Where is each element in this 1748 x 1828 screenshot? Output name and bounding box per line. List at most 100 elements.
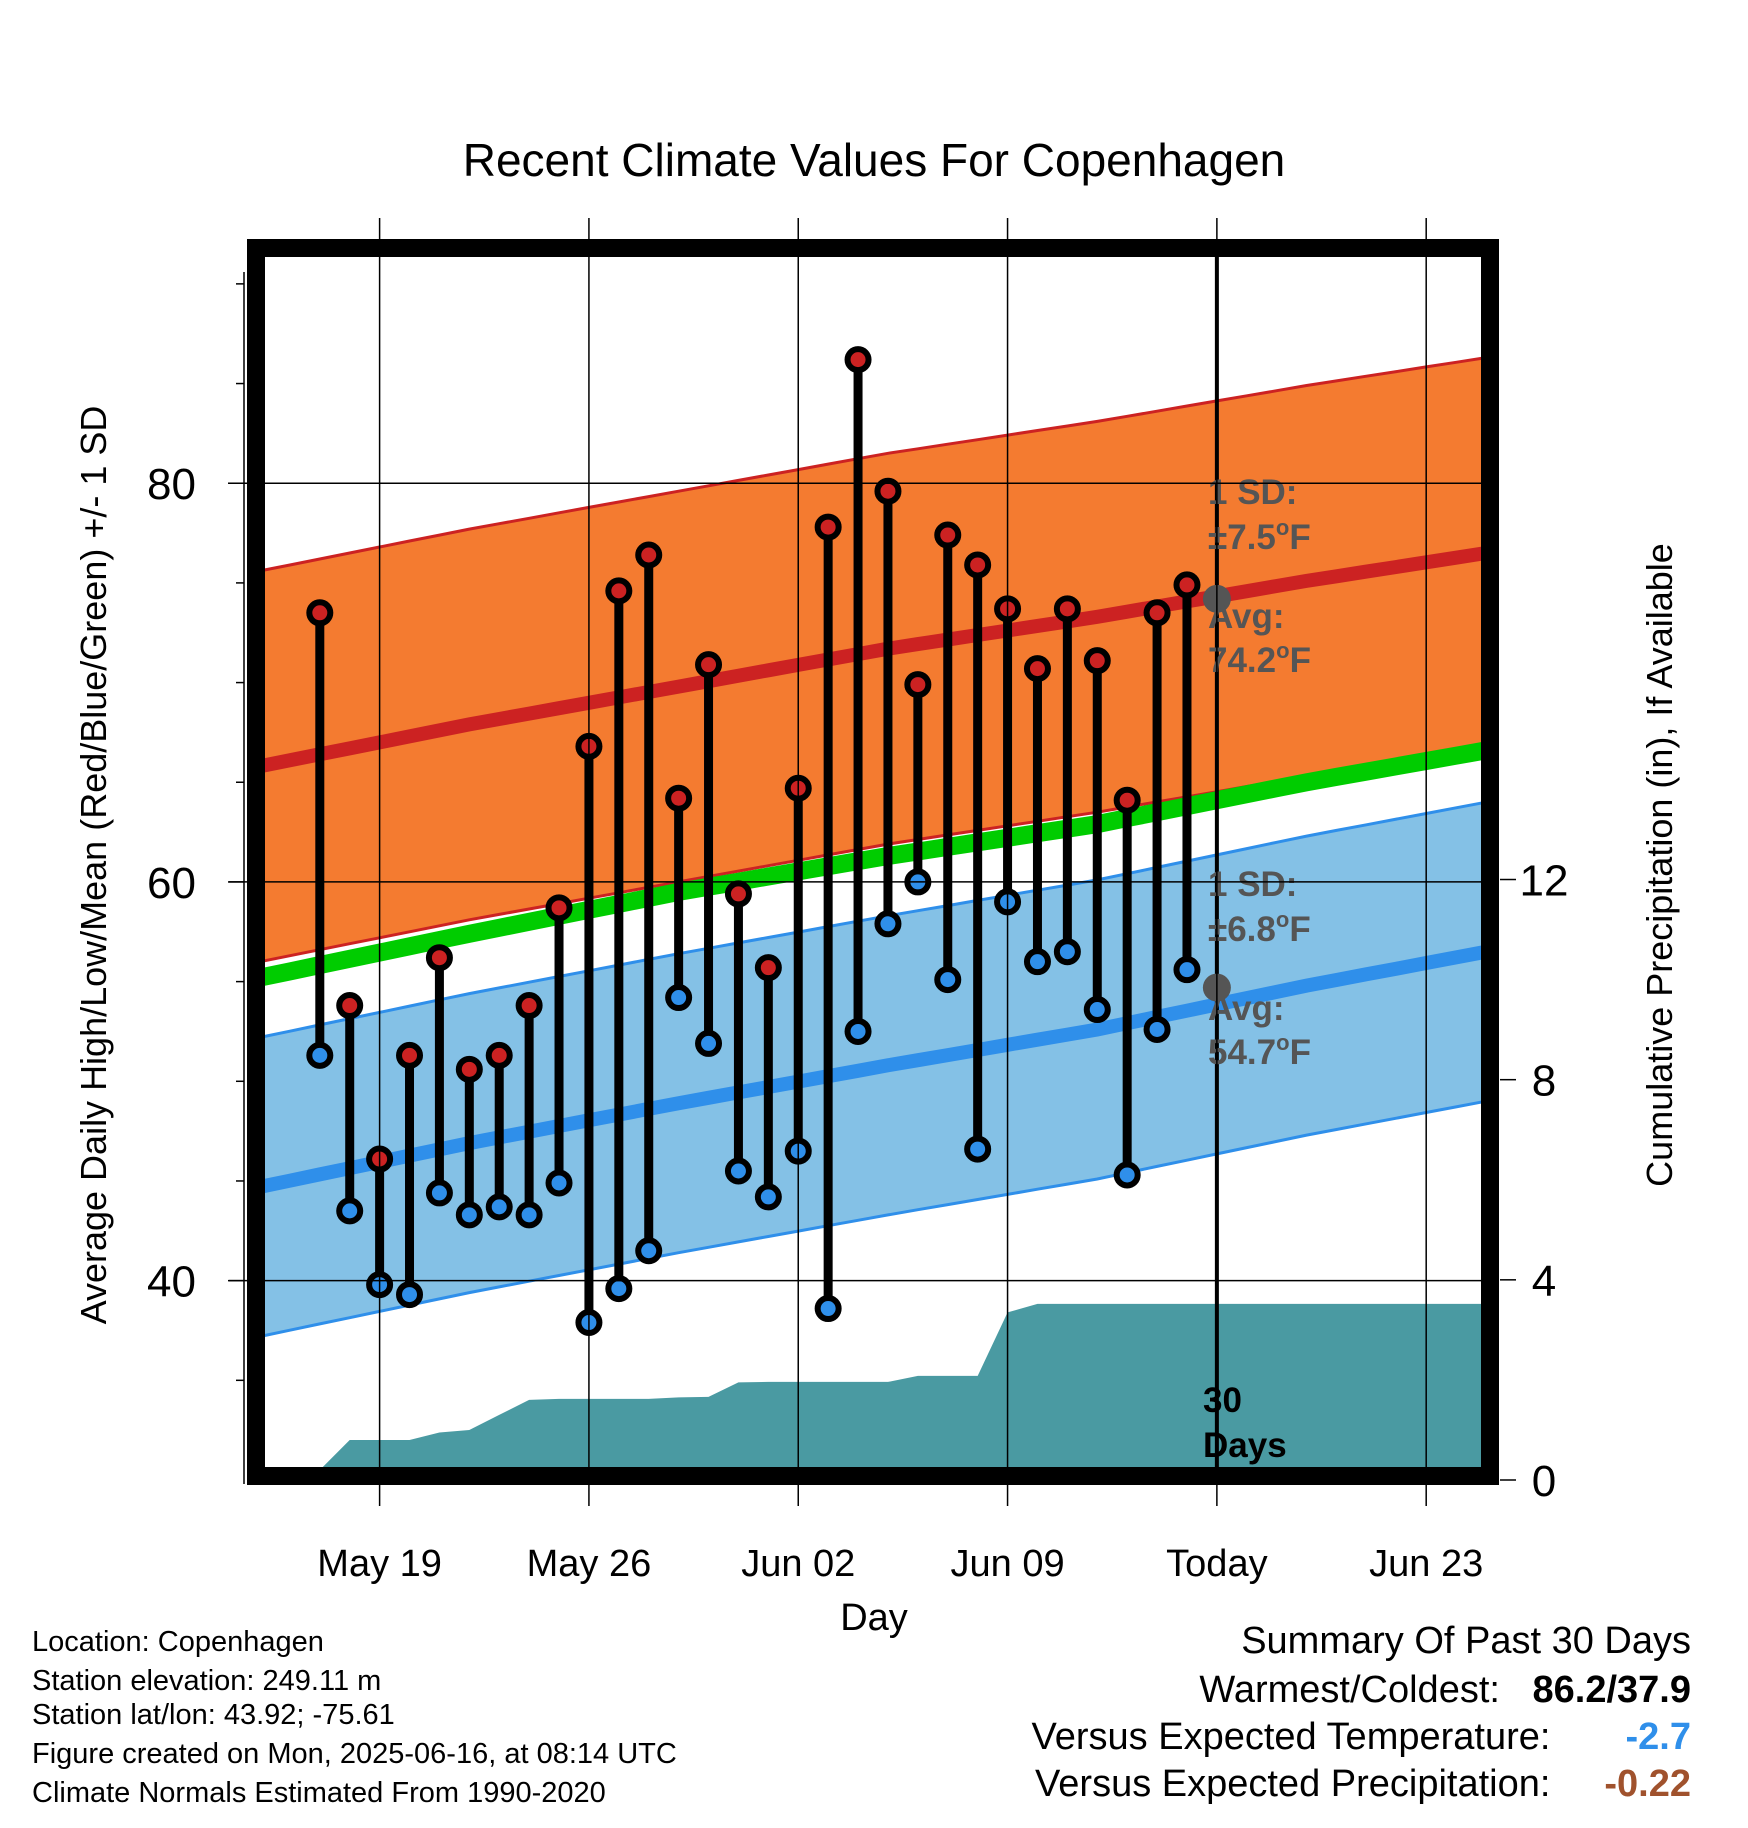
latlon-text: Station lat/lon: 43.92; -75.61 <box>32 1699 395 1731</box>
daily-high-point <box>964 551 992 579</box>
y-tick-label: 40 <box>147 1258 196 1307</box>
daily-low-point <box>844 1017 872 1045</box>
daily-high-point <box>754 954 782 982</box>
axes: 40 60 80 0 4 8 12 May 19 May 26 Jun 02 Jun 09 Today… <box>147 218 1568 1585</box>
daily-low-point <box>306 1041 334 1069</box>
daily-low-point <box>1143 1015 1171 1043</box>
y2-tick-label: 8 <box>1532 1057 1556 1106</box>
daily-high-point <box>1113 786 1141 814</box>
warmest-coldest-label: Warmest/Coldest: <box>1199 1669 1500 1711</box>
daily-high-point <box>814 513 842 541</box>
x-tick-label: May 26 <box>527 1543 652 1585</box>
daily-low-point <box>545 1169 573 1197</box>
x-tick-label: Jun 02 <box>741 1543 855 1585</box>
x-tick-label: Today <box>1166 1543 1267 1585</box>
x-axis-label: Day <box>840 1597 908 1639</box>
daily-low-point <box>724 1157 752 1185</box>
daily-low-point <box>605 1275 633 1303</box>
y2-tick-label: 12 <box>1520 857 1569 906</box>
daily-high-point <box>844 346 872 374</box>
high-sd-band <box>260 357 1486 962</box>
high-annotation-avg-value: 74.2oF <box>1208 638 1311 680</box>
summary-precip: Versus Expected Precipitation: -0.22 <box>1032 1763 1691 1806</box>
daily-high-point <box>455 1055 483 1083</box>
y2-tick-label: 0 <box>1532 1457 1556 1506</box>
normals-text: Climate Normals Estimated From 1990-2020 <box>32 1777 606 1809</box>
high-annotation-sd-label: 1 SD: <box>1208 473 1297 512</box>
low-annotation-sd-label: 1 SD: <box>1208 865 1297 904</box>
daily-low-point <box>485 1193 513 1221</box>
y2-tick-label: 4 <box>1532 1257 1556 1306</box>
daily-high-point <box>485 1041 513 1069</box>
chart-title: Recent Climate Values For Copenhagen <box>463 134 1286 186</box>
daily-high-point <box>336 992 364 1020</box>
daily-low-point <box>695 1029 723 1057</box>
daily-high-point <box>545 894 573 922</box>
x-tick-label: Jun 09 <box>951 1543 1065 1585</box>
daily-high-point <box>396 1041 424 1069</box>
precipitation-area <box>260 1303 1486 1480</box>
daily-high-point <box>695 651 723 679</box>
summary-temp: Versus Expected Temperature: -2.7 <box>1032 1716 1691 1759</box>
daily-high-point <box>1143 599 1171 627</box>
temp-value: -2.7 <box>1625 1716 1691 1758</box>
high-sd-upper-edge <box>259 356 1487 573</box>
station-info: Location: Copenhagen Station elevation: … <box>32 1625 677 1810</box>
low-annotation-sd-value: ±6.8oF <box>1208 907 1311 949</box>
daily-low-point <box>515 1201 543 1229</box>
low-sd-lower-edge <box>259 1099 1487 1338</box>
daily-low-point <box>964 1135 992 1163</box>
precip-value: -0.22 <box>1604 1763 1691 1805</box>
daily-high-point <box>874 477 902 505</box>
x-tick-label: Jun 23 <box>1369 1543 1483 1585</box>
daily-low-point <box>814 1295 842 1323</box>
daily-high-point <box>724 880 752 908</box>
daily-high-point <box>635 541 663 569</box>
daily-low-point <box>1173 956 1201 984</box>
daily-low-point <box>1113 1161 1141 1189</box>
precip-label: Versus Expected Precipitation: <box>1035 1763 1551 1805</box>
y-tick-label: 80 <box>147 460 196 509</box>
daily-high-point <box>1053 595 1081 623</box>
y2-axis-label: Cumulative Precipitation (in), If Availa… <box>1639 543 1680 1187</box>
daily-low-point <box>396 1281 424 1309</box>
daily-low-point <box>336 1197 364 1225</box>
summary-title: Summary Of Past 30 Days <box>1241 1620 1691 1662</box>
daily-low-point <box>754 1183 782 1211</box>
daily-low-point <box>1023 948 1051 976</box>
daily-high-point <box>934 521 962 549</box>
elevation-text: Station elevation: 249.11 m <box>32 1665 382 1697</box>
low-annotation-avg-value: 54.7oF <box>1208 1030 1311 1072</box>
low-sd-upper-edge <box>259 800 1487 1039</box>
daily-high-point <box>1083 647 1111 675</box>
normal-mean-line <box>258 741 1488 987</box>
daily-low-point <box>425 1179 453 1207</box>
window-days-number: 30 <box>1203 1381 1242 1420</box>
daily-high-point <box>425 944 453 972</box>
daily-low-point <box>1083 996 1111 1024</box>
x-tick-label: May 19 <box>317 1543 442 1585</box>
window-days-label: Days <box>1203 1426 1287 1465</box>
plot-frame <box>247 239 1499 1485</box>
daily-high-point <box>605 577 633 605</box>
high-annotation-avg-label: Avg: <box>1208 597 1284 636</box>
created-text: Figure created on Mon, 2025-06-16, at 08… <box>32 1738 677 1770</box>
y-axis-label: Average Daily High/Low/Mean (Red/Blue/Gr… <box>73 406 114 1325</box>
daily-low-point <box>635 1237 663 1265</box>
summary-warmest-coldest: Warmest/Coldest: 86.2/37.9 <box>1032 1669 1691 1712</box>
temp-label: Versus Expected Temperature: <box>1031 1716 1551 1758</box>
daily-high-point <box>306 599 334 627</box>
daily-high-point <box>665 784 693 812</box>
normal-high-line <box>258 546 1488 774</box>
y-tick-label: 60 <box>147 859 196 908</box>
location-text: Location: Copenhagen <box>32 1626 324 1658</box>
low-annotation-avg-label: Avg: <box>1208 989 1284 1028</box>
daily-high-point <box>1173 571 1201 599</box>
daily-high-point <box>904 671 932 699</box>
daily-low-point <box>665 984 693 1012</box>
normal-low-line <box>258 944 1488 1194</box>
daily-low-point <box>455 1201 483 1229</box>
daily-low-point <box>874 910 902 938</box>
